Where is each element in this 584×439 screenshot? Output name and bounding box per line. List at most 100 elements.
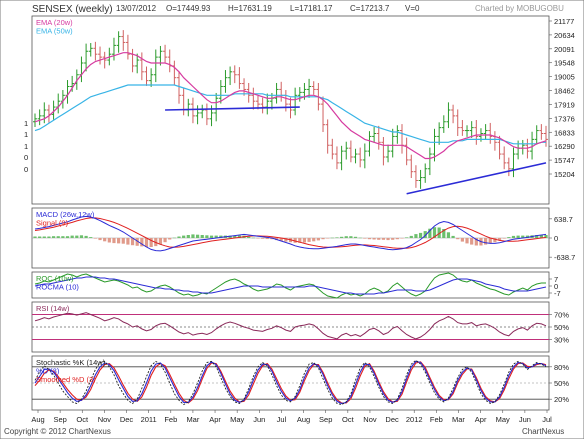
stoch-legend-item: Smoothed %D (3) (36, 375, 96, 384)
price-left-tick-label: 0 (24, 165, 28, 174)
ema20-line (34, 52, 547, 160)
macd-histogram-bar (386, 238, 390, 241)
roc-legend-item: ROCMA (10) (36, 283, 79, 292)
macd-histogram-bar (279, 238, 283, 241)
x-tick-label: Jul (542, 415, 552, 424)
x-tick-label: Oct (342, 415, 355, 424)
macd-histogram-bar (326, 238, 330, 239)
price-tick-label: 19005 (554, 73, 575, 82)
roc-tick-label: 7 (554, 275, 558, 284)
macd-histogram-bar (256, 238, 260, 239)
macd-histogram-bar (302, 238, 307, 243)
macd-histogram-bar (391, 238, 395, 240)
trendline-2 (406, 162, 547, 195)
macd-histogram-bar (270, 238, 274, 240)
x-tick-label: May (496, 415, 510, 424)
roc-tick-label: -7 (554, 289, 561, 298)
price-left-tick-label: 1 (24, 142, 28, 151)
price-tick-label: 17376 (554, 114, 575, 123)
price-tick-label: 18462 (554, 87, 575, 96)
price-tick-label: 20091 (554, 45, 575, 54)
stoch-tick-label: 80% (554, 363, 569, 372)
price-left-tick-label: 1 (24, 119, 28, 128)
price-legend-item: EMA (50w) (36, 27, 73, 36)
macd-histogram-bar (358, 237, 362, 239)
x-tick-label: Jun (519, 415, 531, 424)
macd-histogram-bar (56, 236, 60, 238)
macd-histogram-bar (228, 235, 232, 238)
price-tick-label: 17919 (554, 100, 575, 109)
macd-histogram-bar (349, 236, 353, 238)
header-date: 13/07/2012 (116, 4, 157, 13)
x-axis: Aug Sep Oct Nov Dec 2011 Feb Mar Apr May Jun Jul Aug… (31, 410, 552, 424)
stoch-d-line (34, 360, 547, 405)
panel-frame-rsi (31, 301, 550, 353)
macd-histogram-bar (42, 236, 46, 238)
macd-histogram-bar (400, 238, 404, 239)
header-high: H=17631.19 (228, 4, 272, 13)
macd-histogram-bar (149, 238, 153, 247)
macd-histogram-bar (293, 238, 297, 243)
macd-histogram-bar (51, 236, 56, 238)
macd-histogram-bar (195, 234, 200, 238)
macd-tick-label: 0 (554, 234, 558, 243)
macd-histogram-bar (70, 235, 74, 238)
macd-histogram-bar (414, 234, 418, 238)
x-tick-label: Sep (319, 415, 332, 424)
price-tick-label: 16290 (554, 142, 575, 151)
stoch-legend-item: Stochastic %K (14w) (36, 358, 106, 367)
header-low: L=17181.17 (290, 4, 333, 13)
macd-histogram-bar (121, 238, 125, 244)
panels-group: 1 1 1 0 0 21177 20634 20091 19548 19005 18462 17919… (24, 15, 575, 411)
rsi-tick-label: 70% (554, 311, 569, 320)
stoch-legend-item: %D (3) (36, 367, 60, 376)
price-tick-label: 15204 (554, 170, 575, 179)
x-tick-label: May (230, 415, 244, 424)
macd-histogram-bar (237, 235, 241, 238)
macd-histogram-bar (191, 234, 195, 238)
rocma-line (34, 276, 547, 295)
ema50-line (34, 84, 546, 145)
x-tick-label: Jun (253, 415, 265, 424)
rsi-tick-label: 50% (554, 323, 569, 332)
macd-histogram-bar (89, 237, 93, 238)
x-tick-label: Oct (76, 415, 89, 424)
macd-histogram-bar (135, 238, 139, 246)
macd-histogram-bar (219, 235, 223, 238)
macd-histogram-bar (507, 237, 511, 238)
macd-histogram-bar (75, 235, 79, 238)
macd-histogram-bar (33, 236, 37, 238)
x-tick-label: Apr (209, 415, 221, 424)
x-tick-label: Feb (430, 415, 443, 424)
price-tick-label: 21177 (554, 17, 574, 26)
header-volume: V=0 (405, 4, 420, 13)
macd-signal-line (34, 217, 547, 249)
x-tick-label: Feb (164, 415, 177, 424)
macd-histogram-bar (330, 237, 334, 239)
rsi-tick-label: 30% (554, 336, 569, 345)
macd-histogram-bar (168, 238, 172, 240)
macd-histogram-bar (307, 238, 311, 242)
macd-histogram-bar (177, 236, 181, 238)
macd-histogram-bar (405, 237, 409, 238)
macd-histogram-bar (465, 238, 469, 244)
macd-histogram-bar (84, 235, 88, 238)
macd-legend-item: MACD (26w,12w) (36, 210, 95, 219)
header-open: O=17449.93 (166, 4, 211, 13)
macd-histogram-bar (544, 235, 548, 238)
macd-histogram-bar (381, 238, 386, 240)
macd-tick-label: 638.7 (554, 215, 573, 224)
macd-histogram-bar (474, 238, 478, 246)
macd-histogram-bar (497, 238, 502, 241)
macd-tick-label: -638.7 (554, 253, 575, 262)
macd-histogram-bar (423, 231, 427, 238)
roc-tick-label: 0 (554, 282, 558, 291)
macd-histogram-bar (140, 238, 144, 247)
stoch-tick-label: 50% (554, 379, 569, 388)
macd-histogram-bar (98, 238, 102, 241)
macd-histogram-bar (344, 236, 348, 238)
macd-histogram-bar (112, 238, 116, 244)
x-tick-label: Nov (363, 415, 377, 424)
